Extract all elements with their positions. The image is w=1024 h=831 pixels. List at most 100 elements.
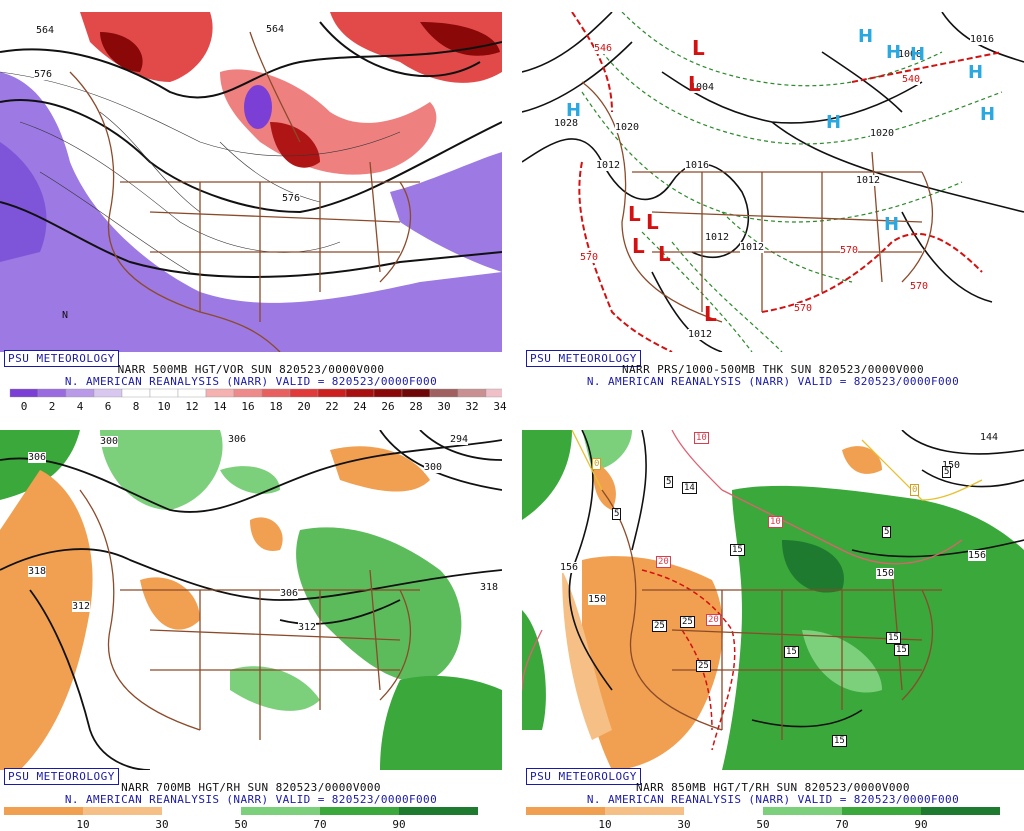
colorbar-tick-label: 18 [269, 400, 283, 413]
colorbar-tick-label: 90 [392, 818, 406, 831]
isobar-label: 1020 [870, 128, 895, 139]
contour-label: 144 [980, 432, 999, 443]
colorbar-tick-label: 16 [241, 400, 255, 413]
low-pressure-marker: L [704, 302, 717, 326]
colorbar-tick-label: 6 [104, 400, 112, 413]
colorbar-swatch [763, 807, 842, 815]
colorbar-tick-label: 30 [677, 818, 691, 831]
colorbar-tick-label: 10 [76, 818, 90, 831]
colorbar-swatch [684, 807, 763, 815]
vort-high-region-3 [220, 69, 437, 175]
colorbar-tick-label: 32 [465, 400, 479, 413]
colorbar-tick-label: 14 [213, 400, 227, 413]
contour-label: 576 [282, 193, 301, 204]
colorbar-tick-label: 4 [76, 400, 84, 413]
thickness-label: 570 [840, 245, 859, 256]
temperature-label: 25 [652, 620, 667, 632]
rh-dry-region-3 [140, 577, 200, 630]
contour-label: 306 [28, 452, 47, 463]
colorbar-swatch [93, 388, 123, 398]
rh-colorbar [522, 806, 1024, 824]
rh-dry-region-2 [562, 570, 612, 740]
contour-label: 318 [28, 566, 47, 577]
colorbar-swatch [345, 388, 375, 398]
panel-850mb-temp-rh: 144 150 156 150 156 150 1010202055550015… [522, 430, 1024, 831]
colorbar-tick-label: 30 [155, 818, 169, 831]
temperature-label: 15 [832, 735, 847, 747]
rh-dry-region-1 [0, 470, 93, 770]
colorbar-swatch [83, 807, 162, 815]
contour-label: 300 [424, 462, 443, 473]
isobar-label: 1012 [705, 232, 730, 243]
colorbar-swatch [289, 388, 319, 398]
map-pressure-svg [522, 12, 1024, 352]
thickness-label: 570 [794, 303, 813, 314]
colorbar-tick-label: 24 [353, 400, 367, 413]
vorticity-colorbar-svg [9, 388, 502, 398]
psu-badge: PSU METEOROLOGY [526, 350, 641, 367]
map-700mb-svg [0, 430, 502, 770]
colorbar-tick-label: 0 [20, 400, 28, 413]
contour-label: 306 [280, 588, 299, 599]
chart-title-line2: N. AMERICAN REANALYSIS (NARR) VALID = 82… [64, 793, 438, 806]
rh-moist-region-3 [722, 485, 1024, 770]
contour-label: 312 [72, 601, 91, 612]
high-pressure-marker: H [826, 112, 842, 133]
map-700mb: 306 300 306 294 300 318 312 306 312 318 [0, 430, 502, 770]
rh-dry-region-4 [592, 460, 616, 510]
temperature-label: 5 [664, 476, 674, 488]
chart-title-line2: N. AMERICAN REANALYSIS (NARR) VALID = 82… [586, 793, 960, 806]
rh-moist-region-4 [782, 540, 844, 593]
temperature-label: 5 [942, 466, 952, 478]
low-pressure-marker: L [688, 72, 701, 96]
chart-title-line1: NARR 500MB HGT/VOR SUN 820523/0000V000 [117, 363, 385, 376]
colorbar-swatch [37, 388, 67, 398]
colorbar-swatch [526, 807, 605, 815]
rh-dry-region-3 [842, 446, 882, 474]
chart-title-line1: NARR 700MB HGT/RH SUN 820523/0000V000 [121, 781, 381, 794]
low-pressure-marker: L [658, 242, 671, 266]
colorbar-swatch [401, 388, 431, 398]
high-pressure-marker: H [566, 100, 582, 121]
chart-title-line1: NARR PRS/1000-500MB THK SUN 820523/0000V… [622, 363, 924, 376]
rh-moist-region-5 [220, 466, 280, 494]
thickness-label: 570 [580, 252, 599, 263]
psu-badge: PSU METEOROLOGY [4, 768, 119, 785]
map-500mb: 564 576 564 576 N [0, 12, 502, 352]
colorbar-swatch [485, 388, 502, 398]
thickness-label: 546 [594, 43, 613, 54]
contour-label: 564 [36, 25, 55, 36]
panel-pressure-thickness: 1028 1020 1012 1016 1012 1012 1020 1012 1012 1004… [522, 12, 1024, 405]
temperature-label: 25 [680, 616, 695, 628]
rh-moist-region-1 [0, 430, 80, 500]
contour-label: 150 [876, 568, 895, 579]
map-850mb-svg [522, 430, 1024, 770]
high-pressure-marker: H [968, 62, 984, 83]
map-850mb: 144 150 156 150 156 150 10 10 20 20 5 5 5 5 0 0 15… [522, 430, 1024, 770]
contour-label: 156 [968, 550, 987, 561]
temperature-label: 5 [612, 508, 622, 520]
colorbar-tick-label: 28 [409, 400, 423, 413]
contour-label: 564 [266, 24, 285, 35]
rh-colorbar-svg [526, 807, 1000, 815]
colorbar-swatch [261, 388, 291, 398]
temperature-label: 15 [894, 644, 909, 656]
chart-title-line2: N. AMERICAN REANALYSIS (NARR) VALID = 82… [64, 375, 438, 388]
isobar-label: 1016 [685, 160, 710, 171]
vort-n-label: N [62, 310, 69, 321]
psu-badge: PSU METEOROLOGY [526, 768, 641, 785]
map-500mb-svg [0, 12, 502, 352]
temperature-label: 0 [910, 484, 920, 496]
chart-title-line1: NARR 850MB HGT/T/RH SUN 820523/0000V000 [636, 781, 910, 794]
colorbar-swatch [921, 807, 1000, 815]
rh-moist-region-6 [230, 666, 320, 711]
temperature-label: 10 [694, 432, 709, 444]
colorbar-swatch [162, 807, 241, 815]
high-pressure-marker: H [980, 104, 996, 125]
low-pressure-marker: L [632, 234, 645, 258]
contour-label: 576 [34, 69, 53, 80]
rh-moist-region-1 [522, 430, 572, 520]
map-pressure: 1028 1020 1012 1016 1012 1012 1020 1012 1012 1004… [522, 12, 1024, 352]
colorbar-tick-label: 20 [297, 400, 311, 413]
isobar-label: 1028 [554, 118, 579, 129]
